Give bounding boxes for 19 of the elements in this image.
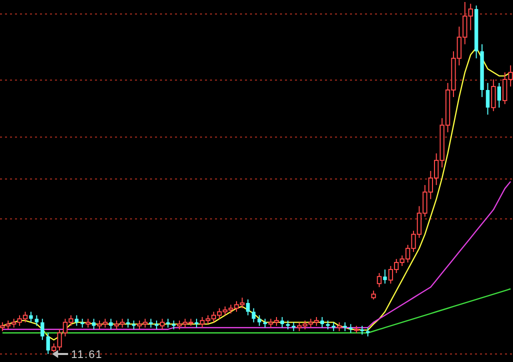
candlestick [46,332,50,354]
candlestick [40,318,44,340]
candlestick [92,318,96,330]
candlestick [491,78,496,112]
annotation: 11.61 [71,349,103,361]
candlestick [246,298,250,316]
candlestick [252,308,256,323]
candlestick [34,314,39,326]
candlestick [74,314,79,326]
candlestick [376,272,382,288]
candlestick [320,316,324,328]
candlestick [109,318,113,330]
candlestick [280,316,284,328]
candlestick [383,269,387,284]
candlestick [258,314,262,326]
candlestick [497,82,502,108]
candlestick [160,318,165,330]
candlestick [29,311,33,323]
candlestick [486,82,490,116]
